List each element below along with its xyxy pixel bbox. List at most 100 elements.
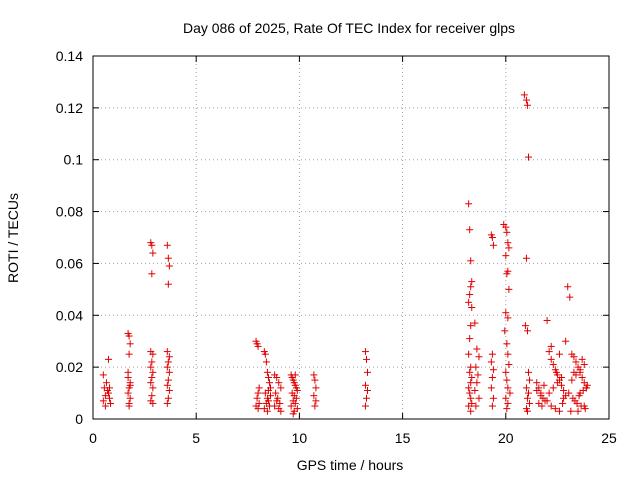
data-point <box>364 368 372 376</box>
data-point <box>543 316 551 324</box>
data-point <box>526 399 534 407</box>
data-point <box>147 379 155 387</box>
data-point <box>502 368 510 376</box>
data-point <box>504 239 512 247</box>
data-point <box>580 361 588 369</box>
data-point <box>555 350 563 358</box>
data-point <box>471 319 479 327</box>
data-point <box>467 407 475 415</box>
data-point <box>547 402 555 410</box>
data-point <box>488 402 496 410</box>
data-point <box>487 358 495 366</box>
data-point <box>465 402 473 410</box>
data-point <box>525 389 533 397</box>
data-point <box>148 241 156 249</box>
data-point <box>124 389 132 397</box>
data-point <box>502 309 510 317</box>
data-point <box>253 394 261 402</box>
data-point <box>163 241 171 249</box>
x-tick-label: 25 <box>601 430 617 446</box>
data-point <box>163 381 171 389</box>
data-point <box>543 397 551 405</box>
y-tick-label: 0.1 <box>64 152 84 168</box>
data-point <box>466 389 474 397</box>
data-point <box>126 340 134 348</box>
data-point <box>578 355 586 363</box>
y-tick-label: 0.14 <box>56 48 83 64</box>
data-point <box>475 394 483 402</box>
data-point <box>503 270 511 278</box>
data-point <box>163 363 171 371</box>
data-point <box>362 355 370 363</box>
data-point <box>475 353 483 361</box>
data-point <box>312 397 320 405</box>
data-point <box>502 394 510 402</box>
data-point <box>311 402 319 410</box>
data-point <box>254 389 262 397</box>
data-point <box>501 327 509 335</box>
data-point <box>466 291 474 299</box>
data-point <box>574 407 582 415</box>
data-point <box>467 283 475 291</box>
data-point <box>104 355 112 363</box>
data-point <box>503 340 511 348</box>
data-point <box>570 353 578 361</box>
data-point <box>275 379 283 387</box>
data-point <box>466 335 474 343</box>
data-point <box>580 402 588 410</box>
data-point <box>148 374 156 382</box>
x-tick-labels: 0 5 10 15 20 25 <box>89 430 617 446</box>
data-point <box>265 379 273 387</box>
data-point <box>526 376 534 384</box>
data-point <box>505 244 513 252</box>
data-point <box>474 371 482 379</box>
x-axis-label: GPS time / hours <box>297 457 404 473</box>
x-tick-label: 10 <box>292 430 308 446</box>
data-point <box>576 389 584 397</box>
data-point <box>311 376 319 384</box>
data-point <box>567 407 575 415</box>
data-point <box>125 402 133 410</box>
data-point <box>505 361 513 369</box>
data-point <box>293 386 301 394</box>
data-point <box>558 381 566 389</box>
data-point <box>106 394 114 402</box>
data-point <box>503 376 511 384</box>
data-point <box>107 399 115 407</box>
data-point <box>164 376 172 384</box>
data-point <box>104 389 112 397</box>
data-point <box>533 386 541 394</box>
y-axis-label: ROTI / TECUs <box>5 193 21 283</box>
data-point <box>504 399 512 407</box>
data-point <box>521 322 529 330</box>
data-point <box>165 353 173 361</box>
data-point <box>262 358 270 366</box>
data-point <box>489 366 497 374</box>
data-point <box>489 394 497 402</box>
data-point <box>562 337 570 345</box>
data-point <box>361 348 369 356</box>
data-point <box>289 410 297 418</box>
data-point <box>261 350 269 358</box>
data-point <box>267 392 275 400</box>
data-point <box>472 363 480 371</box>
data-point <box>564 283 572 291</box>
data-point <box>502 252 510 260</box>
data-point <box>533 379 541 387</box>
y-tick-label: 0.02 <box>56 359 83 375</box>
data-point <box>362 394 370 402</box>
data-point <box>163 399 171 407</box>
data-point <box>545 348 553 356</box>
data-point <box>503 228 511 236</box>
data-point <box>466 226 474 234</box>
y-tick-label: 0 <box>75 411 83 427</box>
data-point <box>571 397 579 405</box>
data-point <box>310 371 318 379</box>
data-point <box>555 407 563 415</box>
data-point <box>164 394 172 402</box>
data-point <box>560 386 568 394</box>
data-point <box>523 327 531 335</box>
data-point <box>551 405 559 413</box>
data-point <box>467 257 475 265</box>
data-point <box>487 384 495 392</box>
